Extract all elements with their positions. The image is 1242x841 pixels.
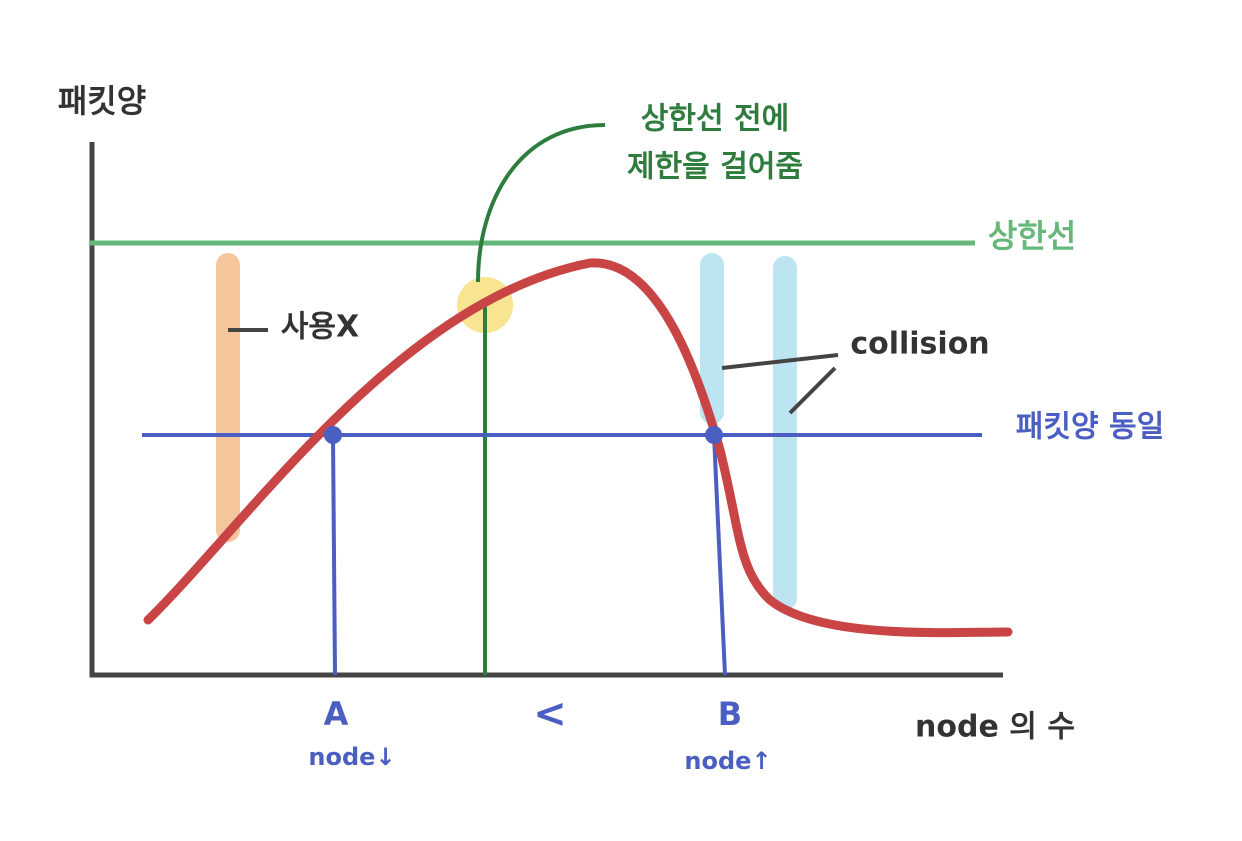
comparison: < [533,691,567,737]
annotation: 제한을 걸어줌 [627,150,803,185]
y-axis-label: 패킷양 [58,82,146,120]
collision-label: collision [850,327,989,362]
point-a-sub: node↓ [308,743,395,771]
annotation-connector [476,123,606,283]
collision-connector [721,353,839,370]
point-a [324,426,342,444]
unused-label: 사용X [281,310,359,345]
point-b [705,426,723,444]
same-packet-label: 패킷양 동일 [1016,410,1164,445]
throughput-curve [143,258,1013,638]
upper-limit-label: 상한선 [988,217,1076,255]
x-axis-label: node 의 수 [915,710,1075,745]
point-b-label: B [718,695,742,733]
annotation: 상한선 전에 [641,102,789,137]
collision-connector [788,366,837,415]
axes [89,142,1003,678]
b-vertical [712,434,727,676]
point-a-label: A [324,695,349,733]
a-vertical [331,434,337,676]
point-b-sub: node↑ [684,747,771,775]
